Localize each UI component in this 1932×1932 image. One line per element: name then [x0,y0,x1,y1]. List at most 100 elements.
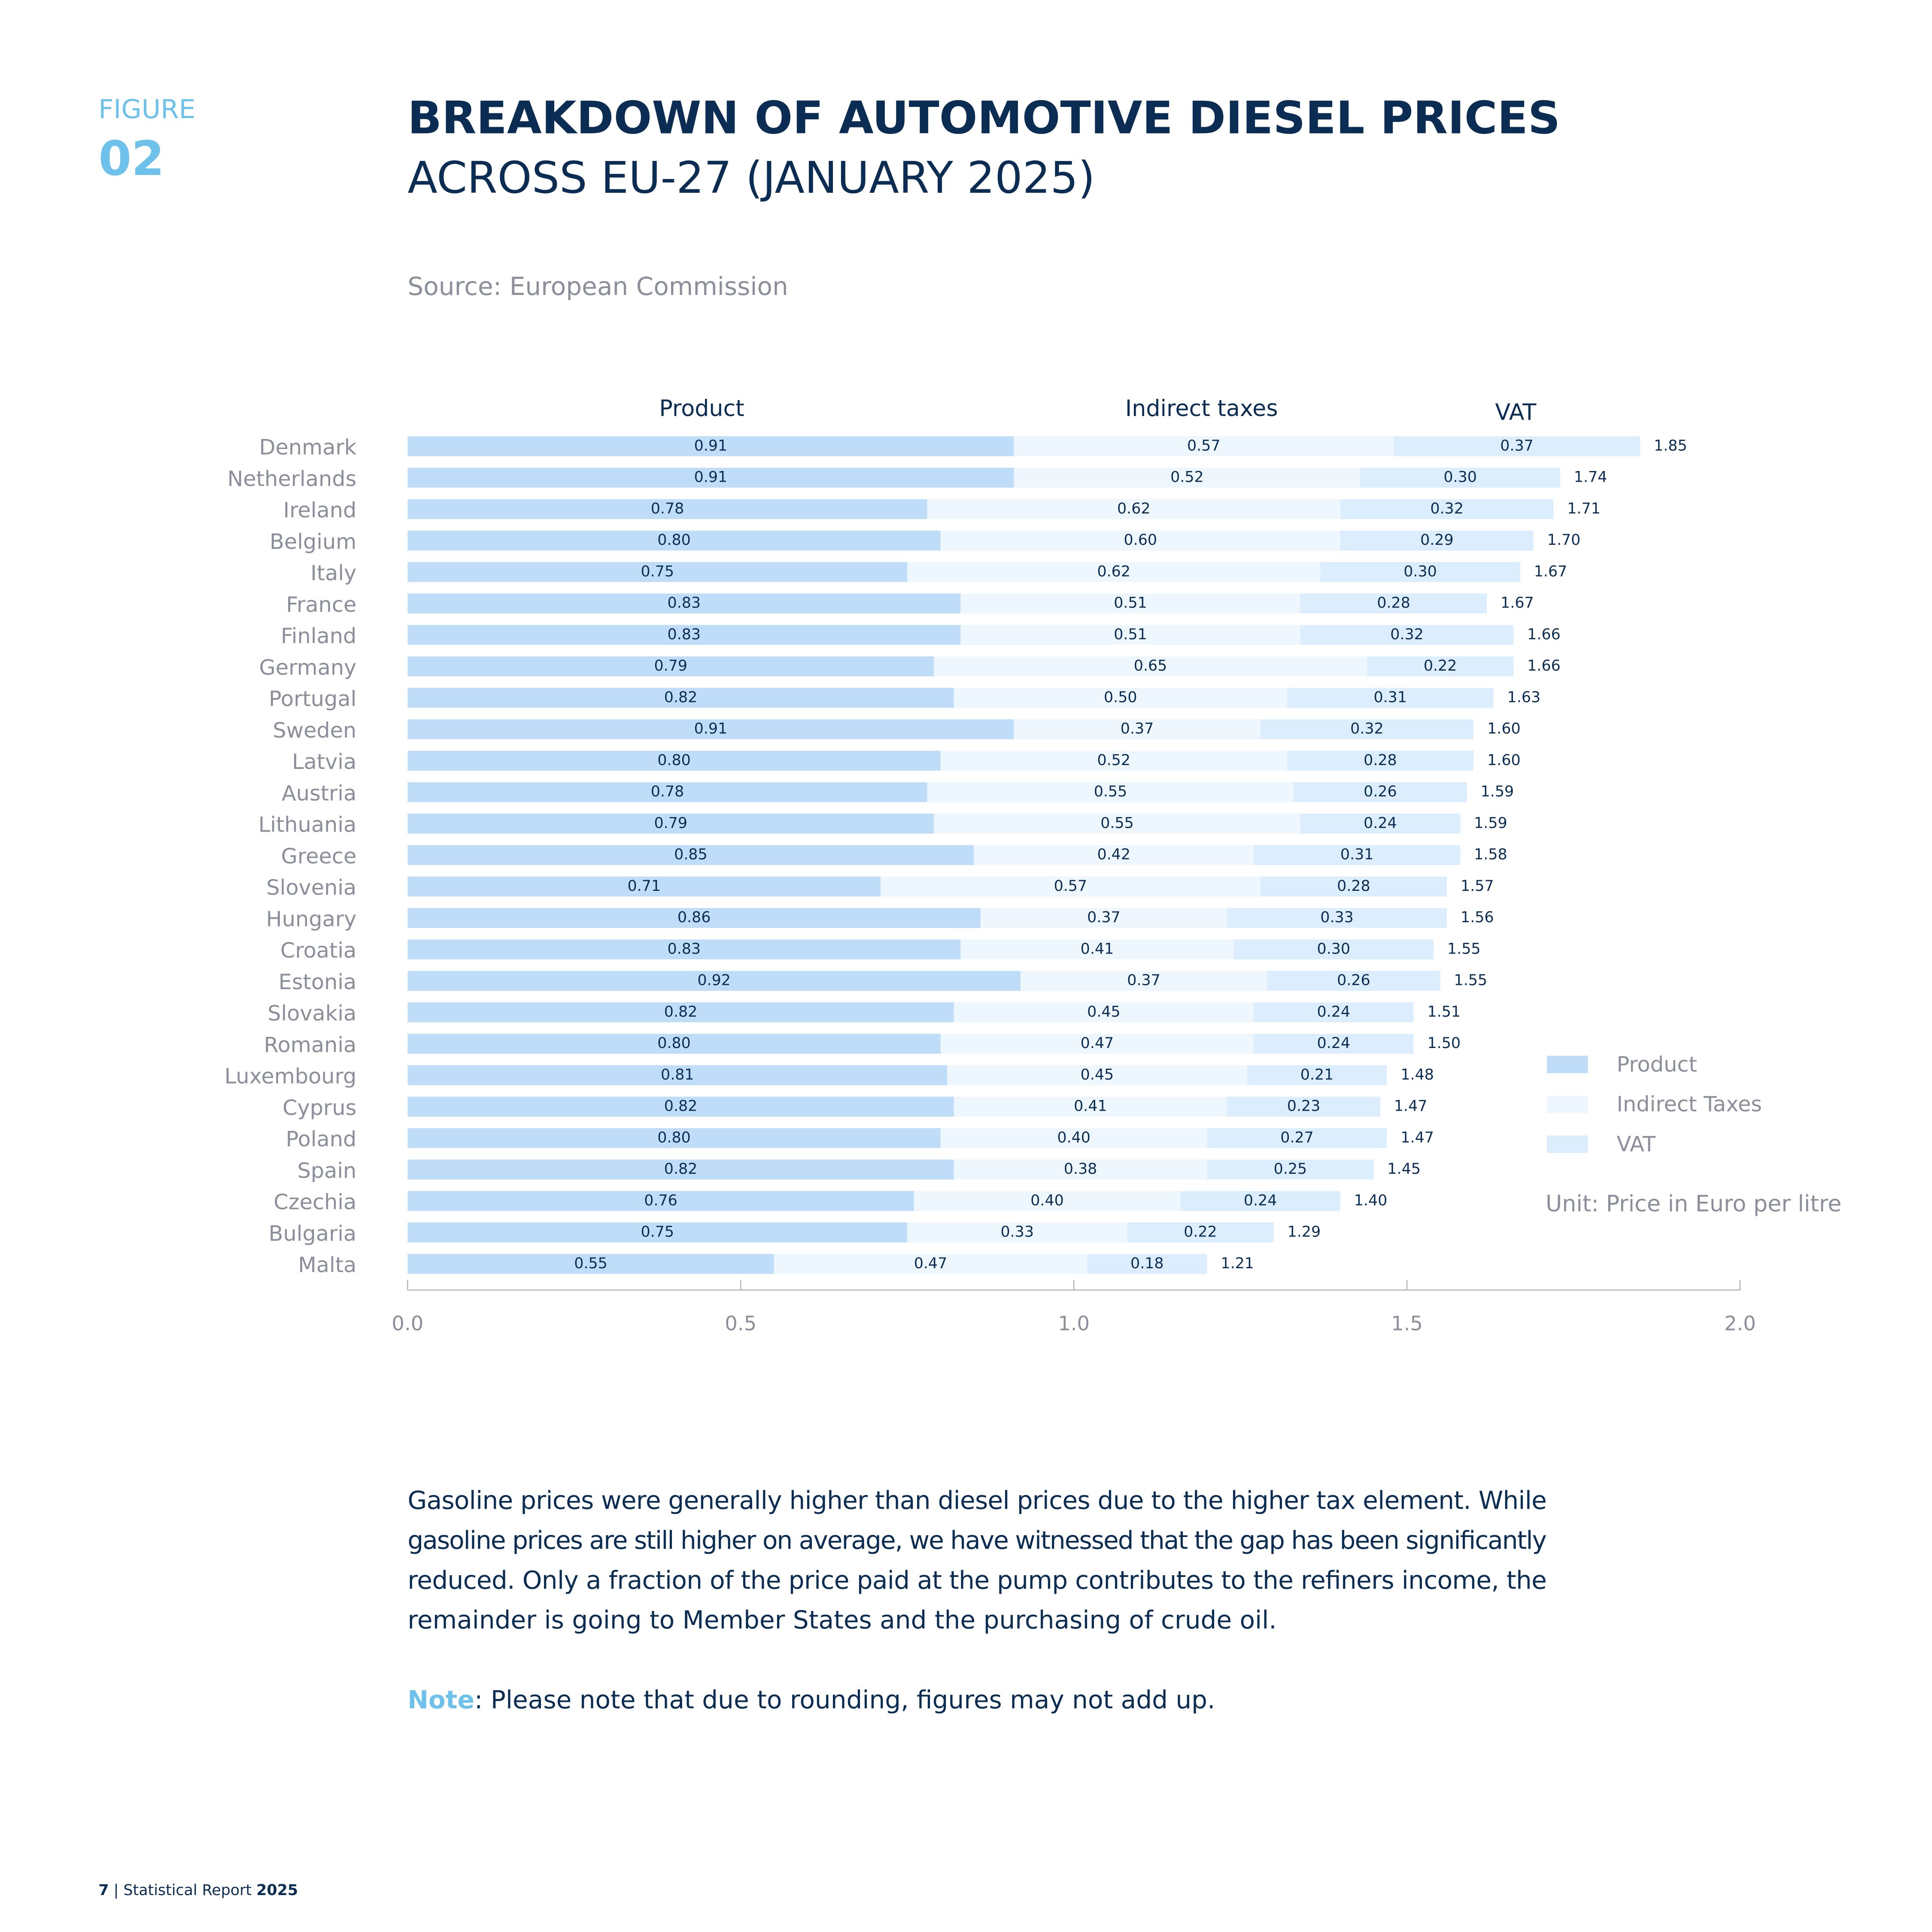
bar-segment [407,1097,954,1117]
total-label: 1.67 [1534,563,1567,580]
bar-segment [954,1159,1207,1180]
value-label: 0.91 [694,469,728,486]
total-label: 1.59 [1481,783,1514,800]
y-tick-label: Czechia [273,1190,356,1215]
value-label: 0.23 [1287,1098,1321,1115]
total-label: 1.40 [1354,1192,1388,1209]
chart-title: BREAKDOWN OF AUTOMOTIVE DIESEL PRICES [407,91,1560,144]
bar-segment [947,1065,1247,1085]
value-label: 0.32 [1350,720,1384,738]
total-label: 1.29 [1288,1224,1321,1241]
bar-segment [960,593,1300,614]
bar-segment [407,876,881,897]
x-tick-label: 2.0 [1724,1312,1756,1335]
value-label: 0.33 [1320,909,1354,926]
bar-segment [1287,750,1474,771]
bar-segment [407,1222,908,1242]
value-label: 0.79 [654,657,688,674]
value-label: 0.55 [1094,783,1127,800]
bar-segment [407,750,941,771]
value-label: 0.85 [674,846,708,863]
total-label: 1.55 [1454,972,1488,989]
bar-segment [960,939,1234,960]
value-label: 0.57 [1054,878,1088,895]
total-label: 1.21 [1221,1255,1254,1272]
value-label: 0.76 [644,1192,677,1209]
value-label: 0.50 [1104,689,1137,706]
value-label: 0.78 [651,783,684,800]
total-label: 1.71 [1567,500,1601,517]
total-label: 1.85 [1654,437,1687,454]
bar-segment [407,1033,941,1054]
bar-segment [1014,436,1394,456]
y-tick-label: Spain [297,1158,356,1183]
paragraph-line: gasoline prices are still higher on aver… [407,1525,1547,1555]
bar-segment [407,436,1014,456]
bar-segment [907,1222,1127,1242]
value-label: 0.32 [1430,500,1464,517]
value-label: 0.75 [641,563,674,580]
value-label: 0.40 [1057,1129,1091,1146]
value-label: 0.92 [697,972,731,989]
bar-segment [1127,1222,1274,1242]
total-label: 1.47 [1400,1129,1434,1146]
y-tick-label: Austria [282,781,356,805]
column-header: VAT [1495,400,1537,425]
y-tick-label: Latvia [292,749,356,774]
bar-segment [1340,530,1534,551]
value-label: 0.83 [668,595,701,612]
bar-segment [1247,1065,1387,1085]
note-text: : Please note that due to rounding, figu… [474,1685,1215,1714]
legend-swatch [1546,1095,1588,1113]
value-label: 0.38 [1064,1160,1097,1178]
bar-segment [407,1159,954,1180]
bar-segment [1254,1002,1414,1023]
bar-segment [1254,845,1461,865]
value-label: 0.52 [1097,752,1130,769]
figure-number: 02 [98,132,164,187]
bar-segment [1207,1128,1387,1148]
bar-segment [927,782,1294,802]
value-label: 0.28 [1377,595,1410,612]
y-tick-label: Denmark [259,435,357,460]
chart-source: Source: European Commission [407,272,788,301]
bar-segment [927,499,1340,519]
bar-segment [407,1065,948,1085]
y-tick-label: Bulgaria [269,1221,357,1246]
bar-segment [407,530,941,551]
value-label: 0.26 [1337,972,1370,989]
bar-segment [407,593,961,614]
y-tick-label: Croatia [280,938,356,963]
bar-segment [1300,625,1514,645]
footer-page: 7 [98,1882,109,1899]
total-label: 1.60 [1487,752,1521,769]
y-tick-label: Lithuania [258,812,357,837]
bar-segment [1300,814,1461,834]
value-label: 0.91 [694,720,728,738]
figure-label: FIGURE [98,94,195,125]
value-label: 0.86 [677,909,711,926]
bar-segment [407,1191,914,1211]
bar-segment [1227,908,1447,928]
value-label: 0.55 [574,1255,608,1272]
bar-segment [407,1128,941,1148]
bar-segment [980,908,1227,928]
value-label: 0.37 [1121,720,1154,738]
footer-year: 2025 [256,1882,298,1899]
total-label: 1.74 [1574,469,1607,486]
value-label: 0.79 [654,814,688,832]
bar-segment [1207,1159,1374,1180]
total-label: 1.60 [1487,720,1521,738]
bar-segment [1393,436,1640,456]
note-label: Note [407,1685,474,1714]
value-label: 0.55 [1100,814,1134,832]
y-tick-label: Belgium [270,529,356,554]
bar-segment [954,688,1287,708]
total-label: 1.57 [1461,878,1494,895]
value-label: 0.83 [668,940,701,957]
total-label: 1.47 [1394,1098,1428,1115]
value-label: 0.52 [1170,469,1204,486]
bar-segment [960,625,1300,645]
value-label: 0.51 [1114,626,1147,643]
